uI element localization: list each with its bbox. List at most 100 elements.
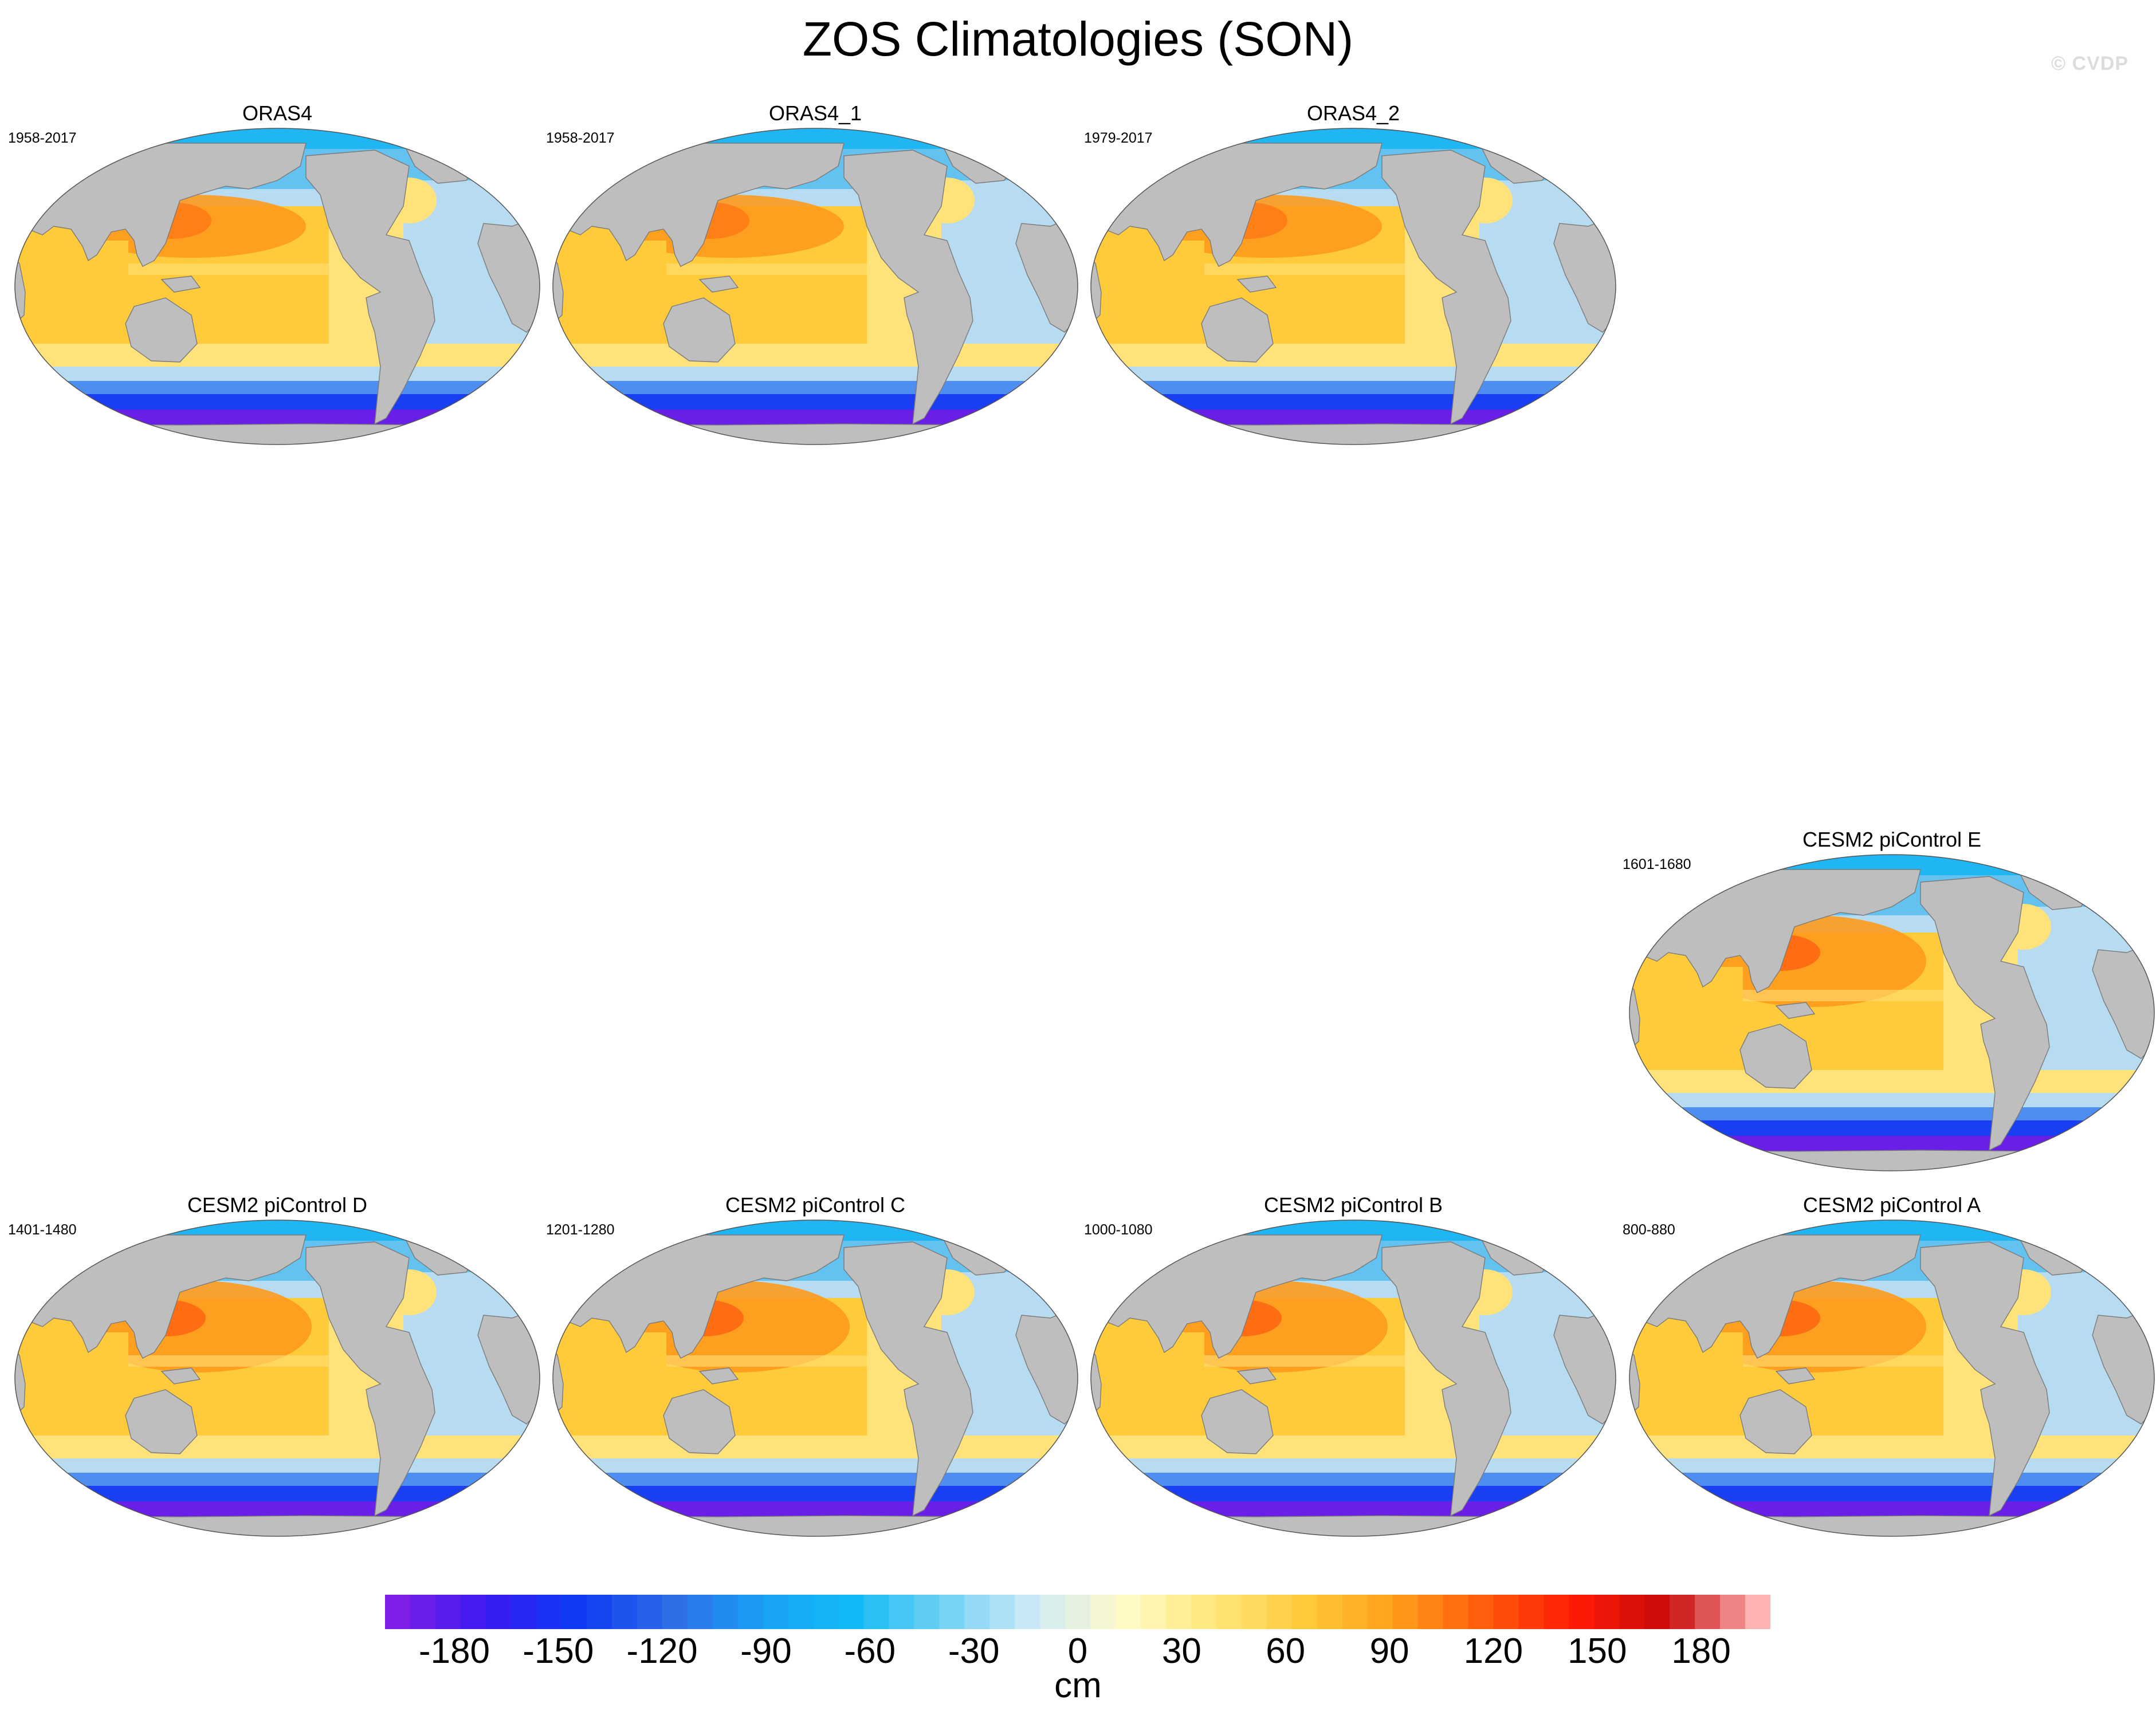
colorbar-units: cm — [1054, 1666, 1102, 1705]
southern-subtropical-band — [1629, 1070, 2154, 1093]
land-americas — [305, 1241, 435, 1517]
indian-ocean — [1091, 1332, 1204, 1435]
colorbar-bin — [1115, 1595, 1141, 1629]
map-field — [553, 128, 1078, 445]
map-panel-oras4-1: ORAS4_1 1958-2017 — [546, 101, 1085, 445]
colorbar-bin — [1191, 1595, 1217, 1629]
land-newguinea — [1775, 1367, 1816, 1384]
map-field — [15, 1220, 540, 1536]
land-antarctica — [568, 423, 1062, 445]
land-africa_west — [1091, 248, 1102, 326]
colorbar-tick-label: -90 — [740, 1631, 792, 1671]
colorbar-bin — [889, 1595, 914, 1629]
southern-ocean-band-1 — [1091, 1473, 1616, 1487]
land-australia — [125, 1389, 198, 1454]
colorbar-bin — [1619, 1595, 1645, 1629]
map-panel-oras4-2: ORAS4_2 1979-2017 — [1084, 101, 1623, 445]
panel-years: 1201-1280 — [546, 1222, 615, 1238]
colorbar-bin — [1216, 1595, 1242, 1629]
colorbar-bin — [763, 1595, 789, 1629]
colorbar-bin — [687, 1595, 713, 1629]
land-africa_west — [1091, 1340, 1102, 1418]
colorbar-tick-label: 90 — [1369, 1631, 1409, 1671]
colorbar-bin — [637, 1595, 663, 1629]
colorbar-bin — [1569, 1595, 1595, 1629]
southern-ocean-band-2 — [1629, 1486, 2154, 1503]
land-australia — [1739, 1024, 1812, 1089]
colorbar-bin — [561, 1595, 587, 1629]
colorbar-bin — [1291, 1595, 1318, 1629]
map-border — [1629, 1220, 2155, 1537]
land-americas — [1920, 876, 2050, 1151]
land-antarctica — [30, 423, 524, 445]
map-border — [552, 1220, 1078, 1537]
page-title: ZOS Climatologies (SON) — [802, 12, 1354, 66]
land-africa_west — [15, 248, 26, 326]
colorbar — [385, 1595, 1770, 1629]
land-antarctica — [1645, 1515, 2139, 1536]
indian-ocean — [1629, 967, 1743, 1070]
colorbar-bin — [1720, 1595, 1746, 1629]
map-field — [1091, 1220, 1616, 1536]
land-americas — [843, 150, 973, 425]
colorbar-bin — [1644, 1595, 1670, 1629]
colorbar-bin — [1342, 1595, 1368, 1629]
colorbar-bin — [586, 1595, 612, 1629]
land-africa_west — [553, 248, 564, 326]
colorbar-bin — [1417, 1595, 1444, 1629]
colorbar-bin — [712, 1595, 739, 1629]
indian-ocean — [1629, 1332, 1743, 1435]
colorbar-bin — [964, 1595, 990, 1629]
colorbar-bin — [788, 1595, 814, 1629]
land-americas — [1381, 150, 1511, 425]
colorbar-bin — [410, 1595, 436, 1629]
southern-ocean-band-2 — [1629, 1120, 2154, 1138]
land-americas — [305, 150, 435, 425]
colorbar-bin — [1392, 1595, 1419, 1629]
colorbar-bin — [863, 1595, 889, 1629]
panel-title: CESM2 piControl B — [1263, 1193, 1443, 1217]
map-panel-oras4: ORAS4 1958-2017 — [8, 101, 547, 445]
colorbar-bin — [1493, 1595, 1519, 1629]
map-panel-cesm2-picontrol-a: CESM2 piControl A 800-880 — [1623, 1193, 2156, 1537]
colorbar-bin — [1065, 1595, 1091, 1629]
colorbar-bin — [1317, 1595, 1343, 1629]
colorbar-bin — [1594, 1595, 1620, 1629]
map-panel-cesm2-picontrol-b: CESM2 piControl B 1000-1080 — [1084, 1193, 1623, 1537]
map-border — [14, 1220, 540, 1537]
panel-title: ORAS4 — [242, 101, 313, 125]
colorbar-tick-label: 120 — [1463, 1631, 1523, 1671]
land-antarctica — [1645, 1150, 2139, 1171]
southern-subtropical-band — [1091, 1435, 1616, 1458]
world-map — [1090, 128, 1616, 445]
colorbar-bin — [1544, 1595, 1569, 1629]
land-americas — [1381, 1241, 1511, 1517]
colorbar-labels: -180 -150 -120 -90 -60 -30 0 30 60 90 120 150 180 — [385, 1631, 1770, 1671]
colorbar-tick-label: -150 — [523, 1631, 594, 1671]
colorbar-bin — [1745, 1595, 1770, 1629]
land-newguinea — [1236, 276, 1277, 293]
world-map — [14, 128, 540, 445]
land-newguinea — [1236, 1367, 1277, 1384]
colorbar-tick-label: -30 — [948, 1631, 1000, 1671]
indian-ocean — [15, 1332, 128, 1435]
land-antarctica — [1106, 423, 1600, 445]
panel-title: ORAS4_2 — [1306, 101, 1400, 125]
land-newguinea — [160, 1367, 201, 1384]
colorbar-bin — [737, 1595, 764, 1629]
land-newguinea — [1775, 1002, 1816, 1019]
indian-ocean — [15, 241, 128, 344]
world-map — [552, 128, 1078, 445]
colorbar-bin — [1266, 1595, 1293, 1629]
map-panel-cesm2-picontrol-c: CESM2 piControl C 1201-1280 — [546, 1193, 1085, 1537]
colorbar-bin — [1443, 1595, 1469, 1629]
colorbar-bin — [485, 1595, 512, 1629]
colorbar-tick-label: -180 — [418, 1631, 490, 1671]
land-africa_west — [15, 1340, 26, 1418]
panel-years: 1401-1480 — [8, 1222, 77, 1238]
map-field — [15, 128, 540, 445]
colorbar-bin — [1468, 1595, 1494, 1629]
colorbar-bin — [989, 1595, 1015, 1629]
southern-subtropical-band — [553, 1435, 1078, 1458]
land-americas — [843, 1241, 973, 1517]
